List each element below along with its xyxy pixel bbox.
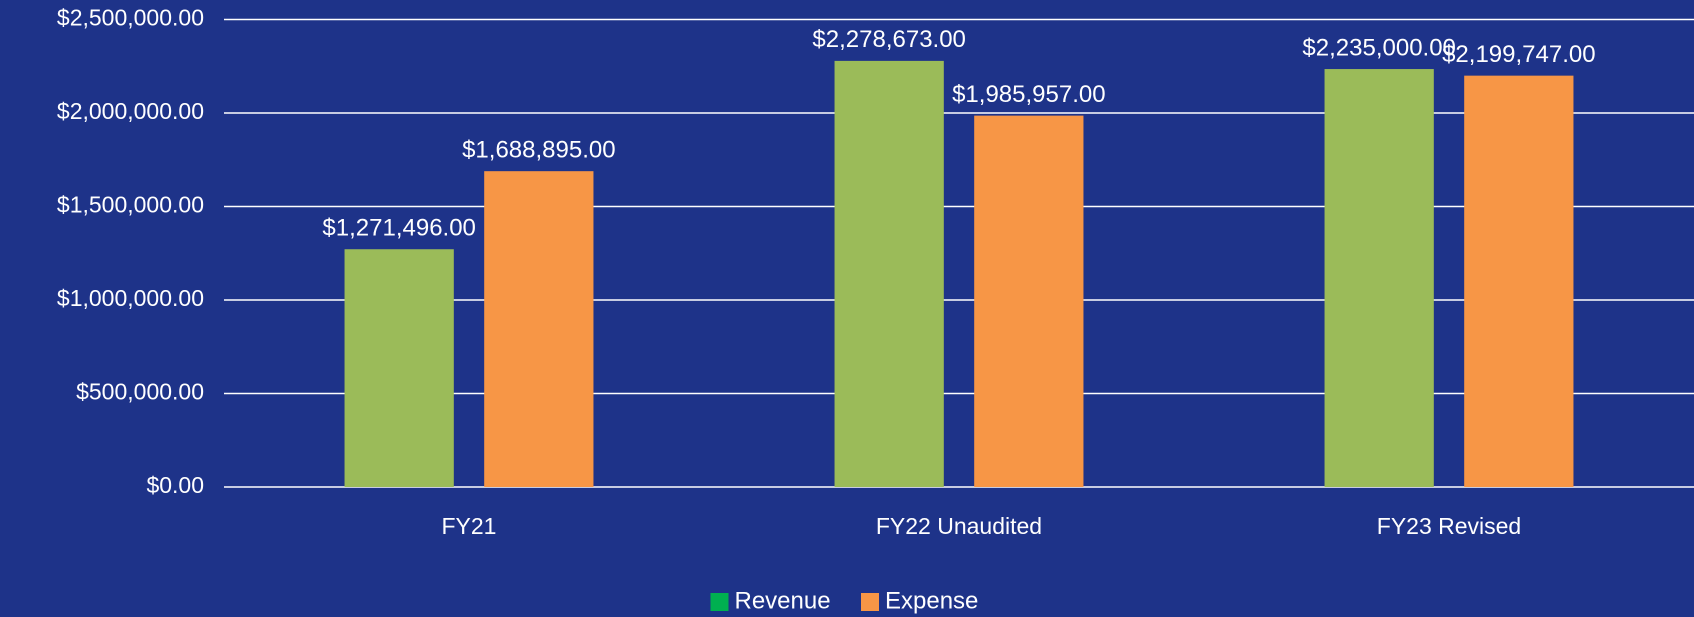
value-label: $2,235,000.00 <box>1302 34 1455 61</box>
bar <box>484 171 594 487</box>
bar <box>974 115 1084 487</box>
y-tick-label: $500,000.00 <box>76 379 204 405</box>
x-tick-label: FY23 Revised <box>1377 513 1521 539</box>
y-tick-label: $1,000,000.00 <box>57 285 204 311</box>
value-label: $2,199,747.00 <box>1442 41 1595 68</box>
x-tick-label: FY22 Unaudited <box>876 513 1042 539</box>
bar <box>1324 69 1434 488</box>
bar <box>834 60 944 487</box>
legend-swatch <box>861 593 879 611</box>
x-tick-label: FY21 <box>442 513 497 539</box>
bar <box>1464 75 1574 487</box>
bar <box>344 249 454 487</box>
legend-swatch <box>710 593 729 611</box>
value-label: $1,985,957.00 <box>952 81 1105 108</box>
y-tick-label: $2,000,000.00 <box>57 98 204 124</box>
legend-label: Expense <box>885 587 978 614</box>
value-label: $1,688,895.00 <box>462 137 615 164</box>
value-label: $1,271,496.00 <box>322 215 475 242</box>
value-label: $2,278,673.00 <box>812 26 965 53</box>
legend-label: Revenue <box>735 587 831 614</box>
y-tick-label: $1,500,000.00 <box>57 192 204 218</box>
y-tick-label: $2,500,000.00 <box>57 5 204 31</box>
y-tick-label: $0.00 <box>146 472 204 498</box>
